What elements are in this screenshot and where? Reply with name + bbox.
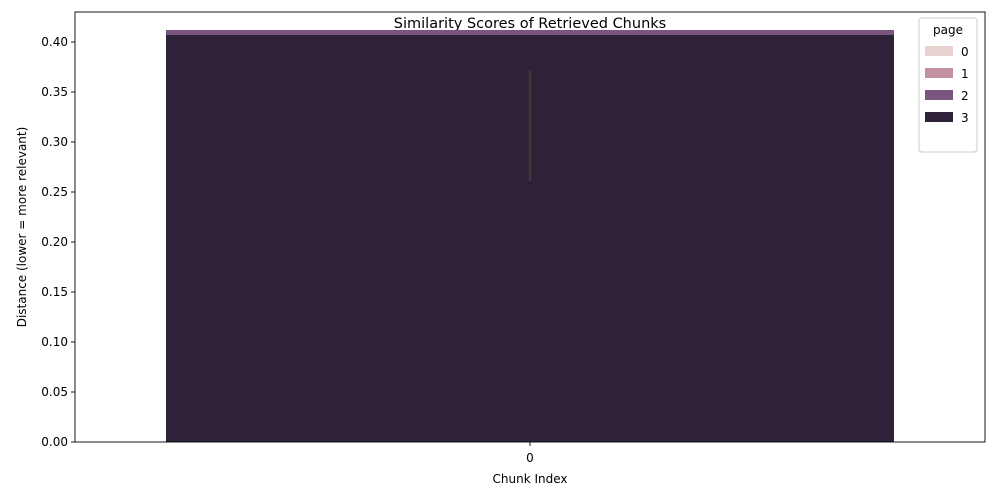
legend-title: page [933,23,963,37]
y-tick-label: 0.00 [41,435,68,449]
legend-swatch-page-1 [925,68,953,78]
y-tick-label: 0.15 [41,285,68,299]
x-tick-label: 0 [526,451,534,465]
chart-title: Similarity Scores of Retrieved Chunks [394,16,666,32]
legend-label-page-3: 3 [961,111,969,125]
legend-label-page-1: 1 [961,67,969,81]
legend-label-page-2: 2 [961,89,969,103]
x-axis-title: Chunk Index [493,472,568,486]
legend-label-page-0: 0 [961,45,969,59]
x-axis: 0 [526,442,534,465]
y-tick-label: 0.10 [41,335,68,349]
y-axis: 0.00 0.05 0.10 0.15 0.20 0.25 0.30 0.35 0.40 [41,35,75,449]
y-axis-title: Distance (lower = more relevant) [15,127,29,328]
plot-frame [74,11,986,443]
legend-swatch-page-3 [925,112,953,122]
y-tick-label: 0.25 [41,185,68,199]
y-tick-label: 0.05 [41,385,68,399]
y-tick-label: 0.40 [41,35,68,49]
legend: page 0 1 2 3 [918,17,978,153]
y-tick-label: 0.30 [41,135,68,149]
y-tick-label: 0.35 [41,85,68,99]
legend-swatch-page-2 [925,90,953,100]
legend-swatch-page-0 [925,46,953,56]
legend-box [918,17,978,153]
y-tick-label: 0.20 [41,235,68,249]
